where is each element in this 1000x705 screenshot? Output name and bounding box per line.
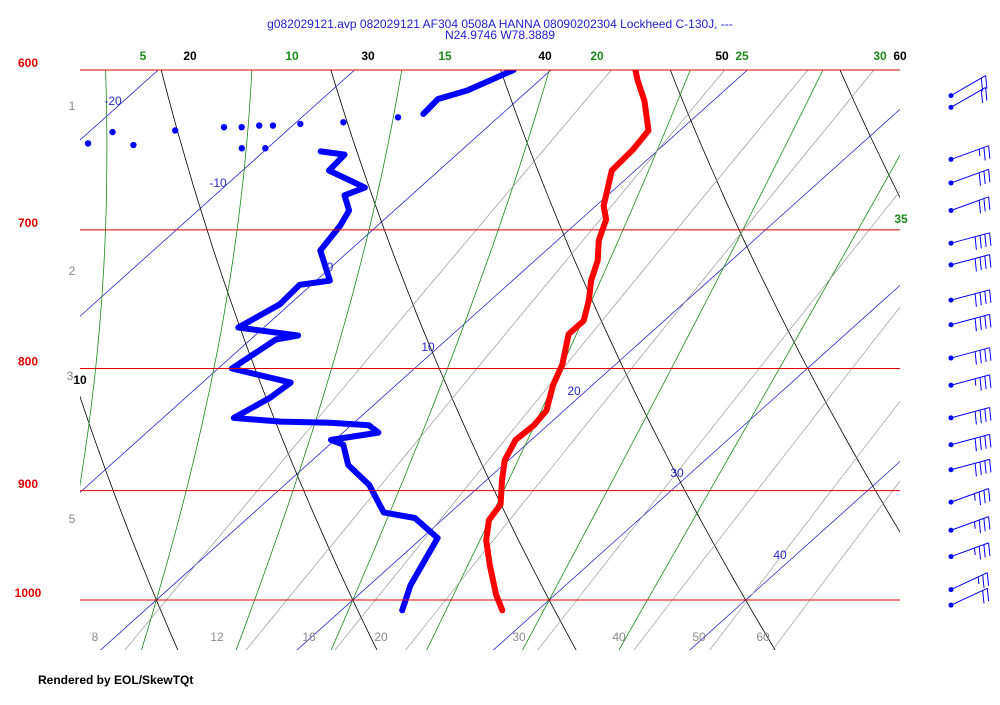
- moist-adiabat-label: 20: [590, 49, 604, 63]
- profile-point: [238, 124, 244, 130]
- isotherm-label: 40: [773, 548, 787, 562]
- height-label: 5: [69, 512, 76, 526]
- isotherm-label: -10: [209, 176, 227, 190]
- mixing-ratio-label: 50: [692, 630, 706, 644]
- mixing-ratio-label: 16: [302, 630, 316, 644]
- isotherm-label: -20: [104, 94, 122, 108]
- dry-adiabat-label: 40: [538, 49, 552, 63]
- pressure-label: 1000: [15, 586, 42, 600]
- moist-adiabat-label: 5: [140, 49, 147, 63]
- profile-point: [340, 119, 346, 125]
- dry-adiabat-label: 20: [183, 49, 197, 63]
- isotherm-label: 10: [421, 340, 435, 354]
- moist-adiabat-label: 15: [438, 49, 452, 63]
- pressure-label: 700: [18, 216, 38, 230]
- height-label: 3: [67, 369, 74, 383]
- profile-point: [262, 145, 268, 151]
- profile-point: [395, 114, 401, 120]
- moist-adiabat-label: 25: [735, 49, 749, 63]
- profile-point: [256, 122, 262, 128]
- pressure-label: 600: [18, 56, 38, 70]
- dry-adiabat-label: 30: [361, 49, 375, 63]
- mixing-ratio-label: 8: [92, 630, 99, 644]
- profile-point: [270, 122, 276, 128]
- isotherm-label: 30: [670, 466, 684, 480]
- dry-adiabat-label: 10: [73, 373, 87, 387]
- profile-point: [109, 129, 115, 135]
- profile-point: [130, 142, 136, 148]
- mixing-ratio-label: 12: [210, 630, 224, 644]
- mixing-ratio-label: 40: [612, 630, 626, 644]
- dry-adiabat-label: 50: [715, 49, 729, 63]
- profile-point: [239, 145, 245, 151]
- pressure-label: 800: [18, 355, 38, 369]
- profile-point: [172, 127, 178, 133]
- moist-adiabat-label: 10: [285, 49, 299, 63]
- height-label: 1: [69, 99, 76, 113]
- isotherm-label: 0: [327, 260, 334, 274]
- profile-point: [85, 140, 91, 146]
- moist-adiabat-label: 35: [894, 212, 908, 226]
- moist-adiabat-label: 30: [873, 49, 887, 63]
- height-label: 2: [69, 264, 76, 278]
- profile-point: [297, 121, 303, 127]
- footer: Rendered by EOL/SkewTQt: [38, 673, 193, 687]
- isotherm-label: 20: [567, 384, 581, 398]
- mixing-ratio-label: 60: [756, 630, 770, 644]
- mixing-ratio-label: 20: [374, 630, 388, 644]
- mixing-ratio-label: 30: [512, 630, 526, 644]
- chart-subtitle: N24.9746 W78.3889: [445, 28, 555, 42]
- dry-adiabat-label: 60: [893, 49, 907, 63]
- pressure-label: 900: [18, 477, 38, 491]
- profile-point: [221, 124, 227, 130]
